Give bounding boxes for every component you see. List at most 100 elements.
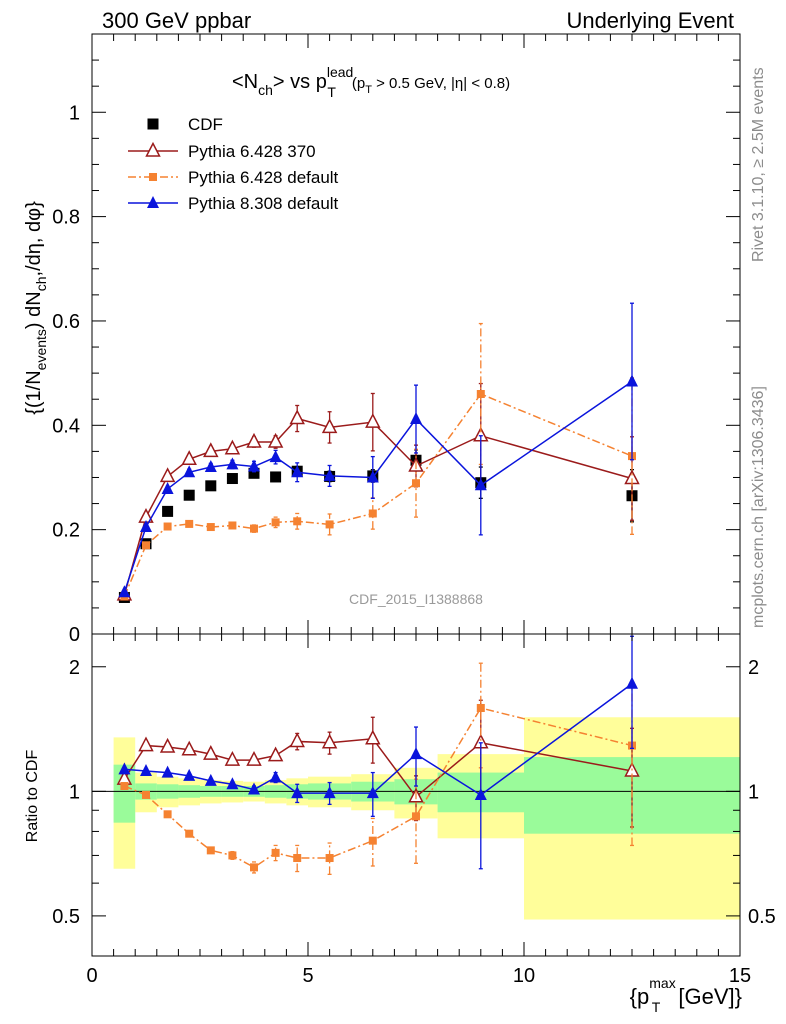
main-point-pythia6_370 <box>181 450 197 465</box>
main-point-pythia8_default <box>226 457 239 470</box>
main-panel: 0 0.2 0.4 0.6 0.8 1 CDF_2015_I1388868 <Nch> v… <box>23 33 741 646</box>
ratio-point-pythia8_default <box>323 786 336 799</box>
main-line-pythia8_default <box>123 380 633 593</box>
ratio-y-tick-label-right: 2 <box>748 657 759 679</box>
main-line-pythia6_370 <box>123 417 633 596</box>
main-point-pythia8_default <box>269 450 282 463</box>
legend-label-cdf: CDF <box>188 115 223 134</box>
main-series-pythia6_default <box>120 322 636 601</box>
main-series-group <box>116 302 640 603</box>
main-y-tick-label: 1 <box>69 102 80 124</box>
main-point-pythia6_default <box>271 518 280 527</box>
main-point-pythia8_default <box>291 465 304 478</box>
ratio-point-pythia6_default <box>250 863 258 872</box>
ratio-point-pythia6_default <box>412 812 420 821</box>
ratio-line-pythia6_default <box>124 707 633 869</box>
ratio-point-pythia6_370 <box>365 729 381 745</box>
ratio-point-pythia6_default <box>368 836 377 845</box>
ratio-uncertainty-bands <box>113 717 740 920</box>
ratio-y-tick-label-left: 1 <box>69 781 80 803</box>
ratio-series-pythia6_370 <box>116 699 640 828</box>
main-point-pythia6_default <box>293 517 302 526</box>
ratio-point-pythia6_default <box>142 790 150 799</box>
ratio-point-pythia6_default <box>293 854 302 863</box>
main-point-pythia6_default <box>250 524 258 533</box>
energy-label: 300 GeV ppbar <box>102 8 251 33</box>
legend-label-pythia6_default: Pythia 6.428 default <box>188 168 339 187</box>
ratio-point-pythia6_370 <box>321 733 338 749</box>
chart-title: <Nch> vs plead T (pT > 0.5 GeV, |η| < 0.8) <box>232 64 510 100</box>
main-point-pythia6_default <box>412 479 420 488</box>
ratio-point-pythia6_370 <box>224 750 241 766</box>
main-point-cdf <box>162 505 174 517</box>
main-point-pythia8_default <box>118 585 131 598</box>
ratio-point-pythia8_default <box>366 786 379 799</box>
main-point-pythia8_default <box>323 468 336 481</box>
legend-marker-pythia6_default <box>149 173 157 181</box>
ratio-point-pythia6_default <box>206 846 215 855</box>
main-point-pythia6_default <box>368 509 377 518</box>
ratio-point-pythia6_370 <box>159 737 176 753</box>
ratio-point-pythia6_default <box>325 854 334 863</box>
main-point-cdf <box>248 467 260 479</box>
ratio-y-axis-label: Ratio to CDF <box>24 750 41 843</box>
main-series-pythia6_370 <box>116 382 640 601</box>
main-point-pythia8_default <box>366 470 379 483</box>
main-point-pythia6_default <box>325 520 334 529</box>
main-y-tick-label: 0.2 <box>52 520 80 542</box>
ratio-series-pythia6_default <box>120 662 636 876</box>
ratio-point-pythia6_default <box>120 782 129 791</box>
main-y-tick-label: 0 <box>69 624 80 646</box>
ratio-panel: 0 5 10 15 0.5 0.5 1 1 2 2 Ratio to CDF {pmax T [Ge… <box>24 633 776 1015</box>
main-point-pythia8_default <box>140 520 152 533</box>
main-point-pythia6_370 <box>365 413 381 428</box>
ratio-series-pythia8_default <box>118 635 638 870</box>
main-point-cdf <box>205 480 217 492</box>
ratio-point-pythia8_default <box>226 777 239 790</box>
main-point-pythia8_default <box>204 460 217 473</box>
ratio-point-pythia6_default <box>163 810 172 819</box>
main-point-pythia6_370 <box>289 409 305 425</box>
main-point-pythia8_default <box>626 374 638 387</box>
ratio-point-pythia6_370 <box>267 746 284 762</box>
ratio-point-pythia8_default <box>248 782 260 795</box>
ratio-point-pythia8_default <box>118 762 131 775</box>
main-point-pythia8_default <box>410 412 422 425</box>
ratio-point-pythia8_default <box>161 765 174 778</box>
ratio-point-pythia6_default <box>271 848 280 857</box>
mcplots-label: mcplots.cern.ch [arXiv:1306.3436] <box>750 386 767 628</box>
ratio-point-pythia6_370 <box>246 750 262 766</box>
main-point-cdf <box>270 471 282 483</box>
main-series-cdf <box>118 449 638 603</box>
ratio-band-green <box>113 764 136 823</box>
main-point-pythia6_370 <box>159 467 176 483</box>
ratio-series-group <box>116 635 640 876</box>
main-y-tick-label: 0.4 <box>52 415 80 437</box>
main-point-pythia6_default <box>228 521 237 530</box>
ratio-point-pythia8_default <box>410 747 422 760</box>
main-point-pythia6_default <box>476 390 485 398</box>
x-axis-label: {pmax T [GeV]} <box>630 975 742 1015</box>
legend-marker-cdf <box>147 118 159 130</box>
main-point-pythia6_370 <box>267 432 284 448</box>
ratio-point-pythia8_default <box>269 770 282 783</box>
y-axis-label: {(1/Nevents) dNch,/dη, dφ} <box>23 201 49 415</box>
legend-label-pythia8_default: Pythia 8.308 default <box>188 194 339 213</box>
main-point-pythia6_default <box>163 522 172 531</box>
ratio-point-pythia6_default <box>228 851 237 860</box>
rivet-label: Rivet 3.1.10, ≥ 2.5M events <box>750 67 767 262</box>
main-point-pythia6_default <box>185 519 194 528</box>
main-point-cdf <box>183 489 195 501</box>
main-point-pythia6_370 <box>203 442 219 458</box>
ratio-point-pythia8_default <box>140 763 152 776</box>
main-point-pythia8_default <box>474 478 487 491</box>
ratio-point-pythia8_default <box>291 786 304 799</box>
process-label: Underlying Event <box>566 8 734 33</box>
ratio-y-tick-label-left: 0.5 <box>52 906 80 928</box>
ratio-point-pythia6_default <box>185 829 194 838</box>
main-point-pythia8_default <box>248 459 260 472</box>
main-point-pythia6_370 <box>246 432 262 448</box>
ratio-y-tick-label-left: 2 <box>69 657 80 679</box>
ratio-point-pythia6_370 <box>138 736 154 752</box>
ratio-y-tick-label-right: 1 <box>748 781 759 803</box>
